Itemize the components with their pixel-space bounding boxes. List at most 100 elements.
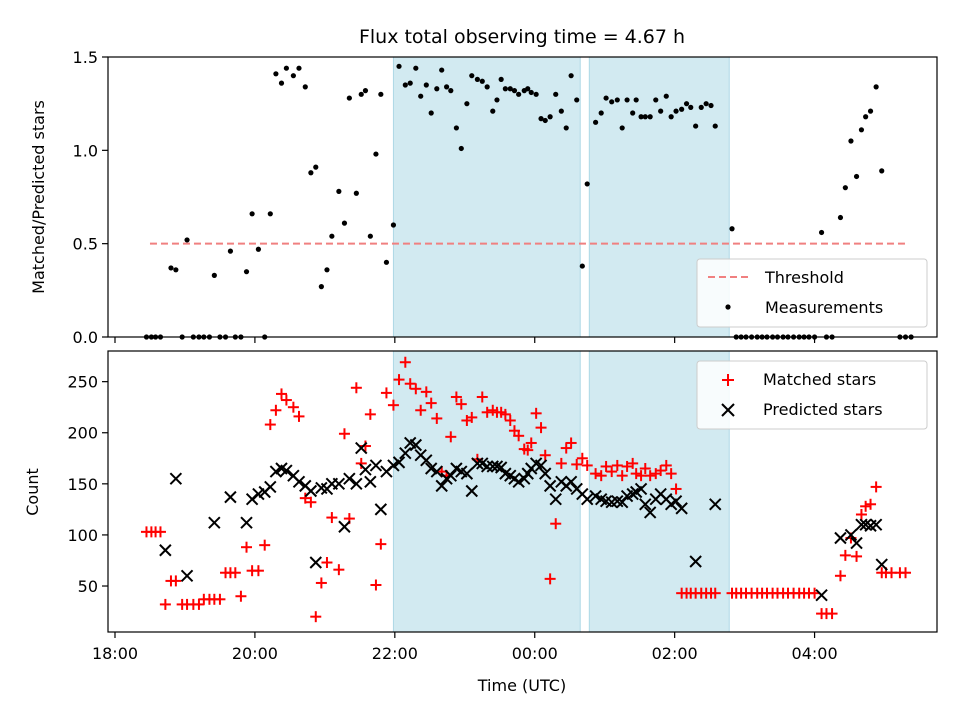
- predicted-star-point: [304, 484, 318, 498]
- matched-star-point: [499, 408, 511, 420]
- measurement-point: [633, 97, 639, 103]
- measurement-point: [278, 80, 285, 86]
- predicted-star-point: [709, 498, 722, 511]
- measurement-point: [867, 108, 874, 114]
- measurement-point: [525, 86, 531, 92]
- matched-star-point: [839, 549, 851, 561]
- matched-star-point: [275, 388, 287, 400]
- predicted-star-point: [634, 482, 648, 496]
- matched-star-point: [350, 382, 362, 394]
- measurement-point: [484, 84, 490, 90]
- count-y-tick-label: 150: [67, 475, 98, 494]
- measurement-point: [679, 106, 685, 112]
- matched-star-point: [644, 470, 656, 482]
- measurement-point: [329, 233, 335, 239]
- predicted-star-point: [430, 465, 444, 478]
- measurement-point: [418, 93, 424, 99]
- matched-star-point: [270, 404, 282, 416]
- measurement-point: [318, 284, 324, 290]
- matched-star-point: [560, 442, 572, 454]
- count-y-tick-label: 250: [67, 373, 98, 392]
- measurement-point: [663, 93, 669, 99]
- count-plot-frame: [107, 350, 938, 633]
- matched-star-point: [159, 598, 171, 610]
- matched-star-point: [252, 565, 264, 577]
- predicted-star-point: [844, 528, 858, 542]
- matched-star-point: [380, 387, 392, 399]
- measurement-point: [837, 214, 844, 221]
- predicted-star-point: [869, 518, 883, 531]
- x-tick-label: 22:00: [372, 644, 418, 663]
- matched-star-point: [305, 496, 317, 508]
- matched-star-point: [555, 457, 567, 469]
- matched-star-point: [481, 406, 493, 418]
- measurement-point: [378, 91, 384, 97]
- matched-star-point: [235, 590, 247, 602]
- matched-star-point: [513, 430, 525, 442]
- predicted-star-point: [364, 475, 377, 488]
- measurement-point: [553, 91, 559, 97]
- predicted-star-point: [240, 516, 253, 529]
- measurement-point: [708, 102, 714, 109]
- matched-star-point: [280, 394, 292, 406]
- measurement-point: [296, 65, 302, 71]
- measurement-point: [367, 233, 373, 239]
- predicted-star-point: [689, 555, 702, 568]
- predicted-star-point: [859, 518, 872, 531]
- matched-star-point: [445, 431, 457, 443]
- predicted-star-point: [359, 463, 372, 476]
- legend-threshold: Threshold: [764, 268, 844, 287]
- measurement-point: [469, 73, 475, 79]
- measurement-point: [533, 91, 539, 97]
- matched-star-point: [590, 468, 602, 480]
- measurement-point: [624, 97, 630, 103]
- matched-star-point: [321, 557, 333, 569]
- matched-legend-swatch: [722, 374, 734, 386]
- measurement-point: [579, 263, 585, 269]
- matched-star-point: [550, 518, 562, 530]
- measurement-point: [358, 91, 364, 97]
- matched-star-point: [387, 399, 399, 411]
- x-tick-label: 00:00: [512, 644, 558, 663]
- ratio-y-axis-label: Matched/Predicted stars: [29, 100, 48, 294]
- matched-star-point: [600, 460, 612, 472]
- measurement-point: [507, 86, 513, 92]
- measurement-point: [858, 127, 865, 133]
- predicted-star-point: [534, 459, 548, 472]
- matched-star-point: [606, 466, 618, 478]
- matched-star-point: [455, 398, 467, 410]
- chart-title: Flux total observing time = 4.67 h: [359, 26, 685, 48]
- ratio-panel: 0.0 0.5 1.0 1.5 Matched/Predicted stars Thr…: [29, 48, 938, 347]
- measurement-point: [308, 170, 314, 176]
- matched-star-point: [425, 397, 437, 409]
- predicted-star-point: [626, 487, 639, 501]
- x-tick-label: 18:00: [92, 644, 138, 663]
- measurement-point: [249, 211, 255, 217]
- predicted-star-point: [643, 506, 657, 519]
- measurement-point: [490, 108, 496, 114]
- predicted-star-point: [444, 469, 458, 482]
- matched-star-point: [544, 573, 556, 585]
- matched-star-point: [299, 492, 311, 504]
- count-legend-box: [696, 360, 928, 430]
- matched-star-point: [333, 564, 345, 576]
- predicted-star-point: [292, 475, 306, 488]
- matched-star-point: [665, 468, 677, 480]
- matched-star-point: [393, 374, 405, 386]
- matched-star-point: [315, 577, 327, 589]
- count-y-tick-label: 200: [67, 424, 98, 443]
- predicted-star-point: [264, 480, 277, 494]
- measurement-point: [879, 168, 885, 174]
- measurement-point: [563, 125, 569, 131]
- matched-star-point: [860, 500, 872, 512]
- predicted-star-point: [564, 475, 578, 488]
- matched-star-point: [539, 449, 551, 461]
- count-legend: Matched stars Predicted stars: [696, 360, 928, 430]
- matched-star-point: [865, 498, 877, 510]
- measurement-point: [630, 110, 636, 116]
- legend-matched: Matched stars: [763, 370, 876, 389]
- measurement-point: [842, 185, 848, 191]
- predicted-star-point: [355, 441, 368, 455]
- measurement-point: [609, 99, 615, 105]
- predicted-star-point: [543, 479, 557, 493]
